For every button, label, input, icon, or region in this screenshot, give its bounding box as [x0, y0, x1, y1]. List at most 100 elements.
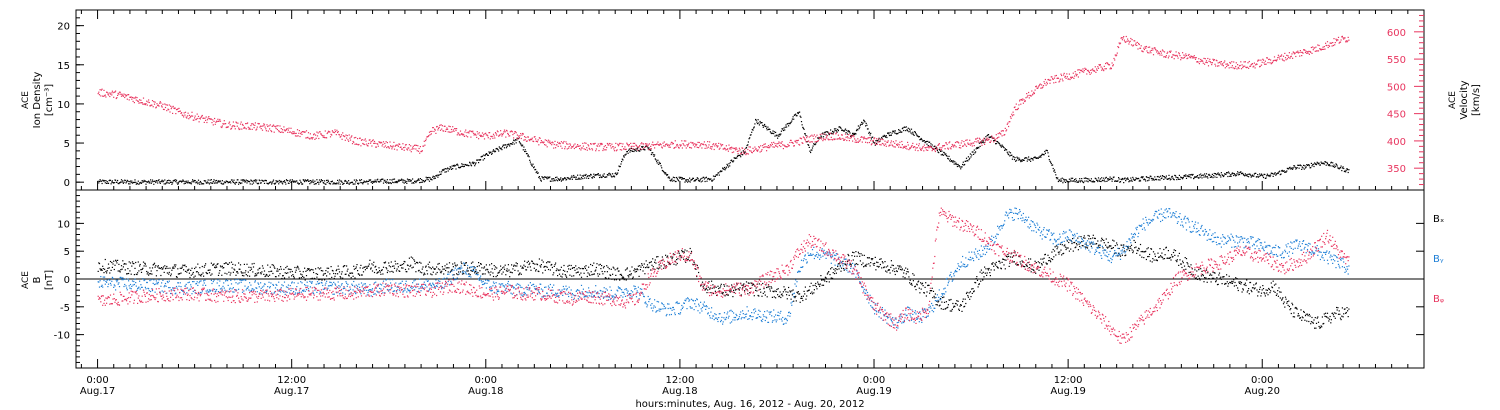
density-point [758, 122, 760, 124]
velocity-point [289, 131, 291, 133]
density-point [613, 176, 616, 178]
density-point [376, 179, 378, 181]
density-point [1222, 175, 1224, 178]
velocity-point [131, 98, 133, 100]
density-point [896, 133, 898, 135]
velocity-point [1076, 73, 1078, 76]
velocity-point [1146, 50, 1148, 52]
velocity-point [947, 147, 949, 149]
velocity-point [194, 117, 196, 119]
density-point [472, 163, 475, 165]
velocity-point [433, 130, 435, 133]
density-point [400, 179, 402, 181]
density-point [1323, 162, 1325, 164]
density-point [236, 179, 238, 181]
velocity-point [633, 145, 635, 147]
density-point [679, 176, 682, 178]
density-point [971, 154, 973, 156]
velocity-point [576, 145, 578, 147]
bx-point [193, 276, 195, 278]
velocity-point [1339, 41, 1341, 43]
velocity-point [492, 137, 494, 139]
density-point [372, 180, 374, 182]
bx-point [239, 268, 241, 270]
density-point [624, 154, 627, 156]
velocity-point [1300, 51, 1302, 53]
bx-point [304, 279, 306, 281]
velocity-point [559, 143, 561, 145]
density-point [848, 131, 850, 133]
density-point [769, 128, 771, 130]
density-point [1167, 178, 1169, 180]
density-point [1143, 178, 1145, 180]
velocity-point [1037, 87, 1039, 89]
density-point [751, 128, 753, 131]
velocity-point [1260, 64, 1263, 66]
velocity-point [317, 132, 319, 134]
density-point [1192, 173, 1194, 176]
velocity-point [197, 115, 200, 117]
density-point [1271, 173, 1274, 175]
bx-point [269, 274, 271, 276]
density-point [478, 162, 480, 164]
velocity-point [1069, 78, 1071, 81]
velocity-point [969, 144, 971, 146]
bx-point [445, 267, 447, 269]
velocity-point [989, 141, 991, 143]
density-point [156, 180, 158, 182]
density-point [926, 143, 928, 145]
velocity-point [918, 143, 920, 145]
velocity-point [837, 138, 839, 140]
velocity-point [1200, 58, 1202, 61]
density-point [140, 181, 142, 183]
density-point [287, 180, 289, 182]
density-point [620, 163, 622, 165]
density-point [898, 129, 900, 131]
velocity-point [828, 139, 830, 141]
velocity-point [392, 146, 394, 148]
velocity-point [260, 128, 262, 130]
density-point [602, 174, 604, 176]
density-point [629, 151, 631, 153]
density-point [426, 178, 428, 180]
velocity-point [140, 102, 143, 104]
velocity-point [608, 142, 610, 145]
density-point [368, 180, 370, 182]
velocity-point [694, 146, 696, 148]
velocity-point [1101, 69, 1103, 71]
bx-point [164, 265, 166, 267]
density-point [969, 153, 971, 155]
density-point [780, 130, 782, 132]
velocity-point [898, 144, 900, 146]
velocity-point [376, 143, 378, 145]
bx-point [467, 270, 469, 272]
density-point [1162, 175, 1164, 177]
bx-point [431, 274, 433, 276]
velocity-point [313, 133, 315, 135]
bx-point [122, 260, 124, 262]
velocity-point [320, 133, 322, 135]
density-point [812, 145, 814, 147]
bx-point [101, 269, 103, 271]
velocity-point [988, 138, 990, 140]
velocity-point [852, 140, 854, 142]
velocity-point [832, 139, 834, 141]
x-tick-label-date: Aug.19 [856, 386, 891, 397]
density-point [117, 182, 119, 185]
density-point [496, 147, 498, 150]
velocity-point [214, 123, 216, 125]
density-point [1003, 147, 1005, 149]
bx-point [466, 270, 468, 272]
velocity-point [164, 103, 166, 105]
bx-point [230, 272, 232, 274]
velocity-point [132, 100, 134, 102]
bx-point [203, 266, 205, 268]
density-point [1081, 178, 1083, 180]
bx-point [171, 269, 173, 271]
velocity-point [631, 145, 633, 147]
bx-point [523, 264, 525, 266]
velocity-point [818, 136, 820, 138]
bx-point [283, 277, 286, 279]
velocity-point [773, 141, 775, 143]
velocity-point [872, 140, 874, 142]
